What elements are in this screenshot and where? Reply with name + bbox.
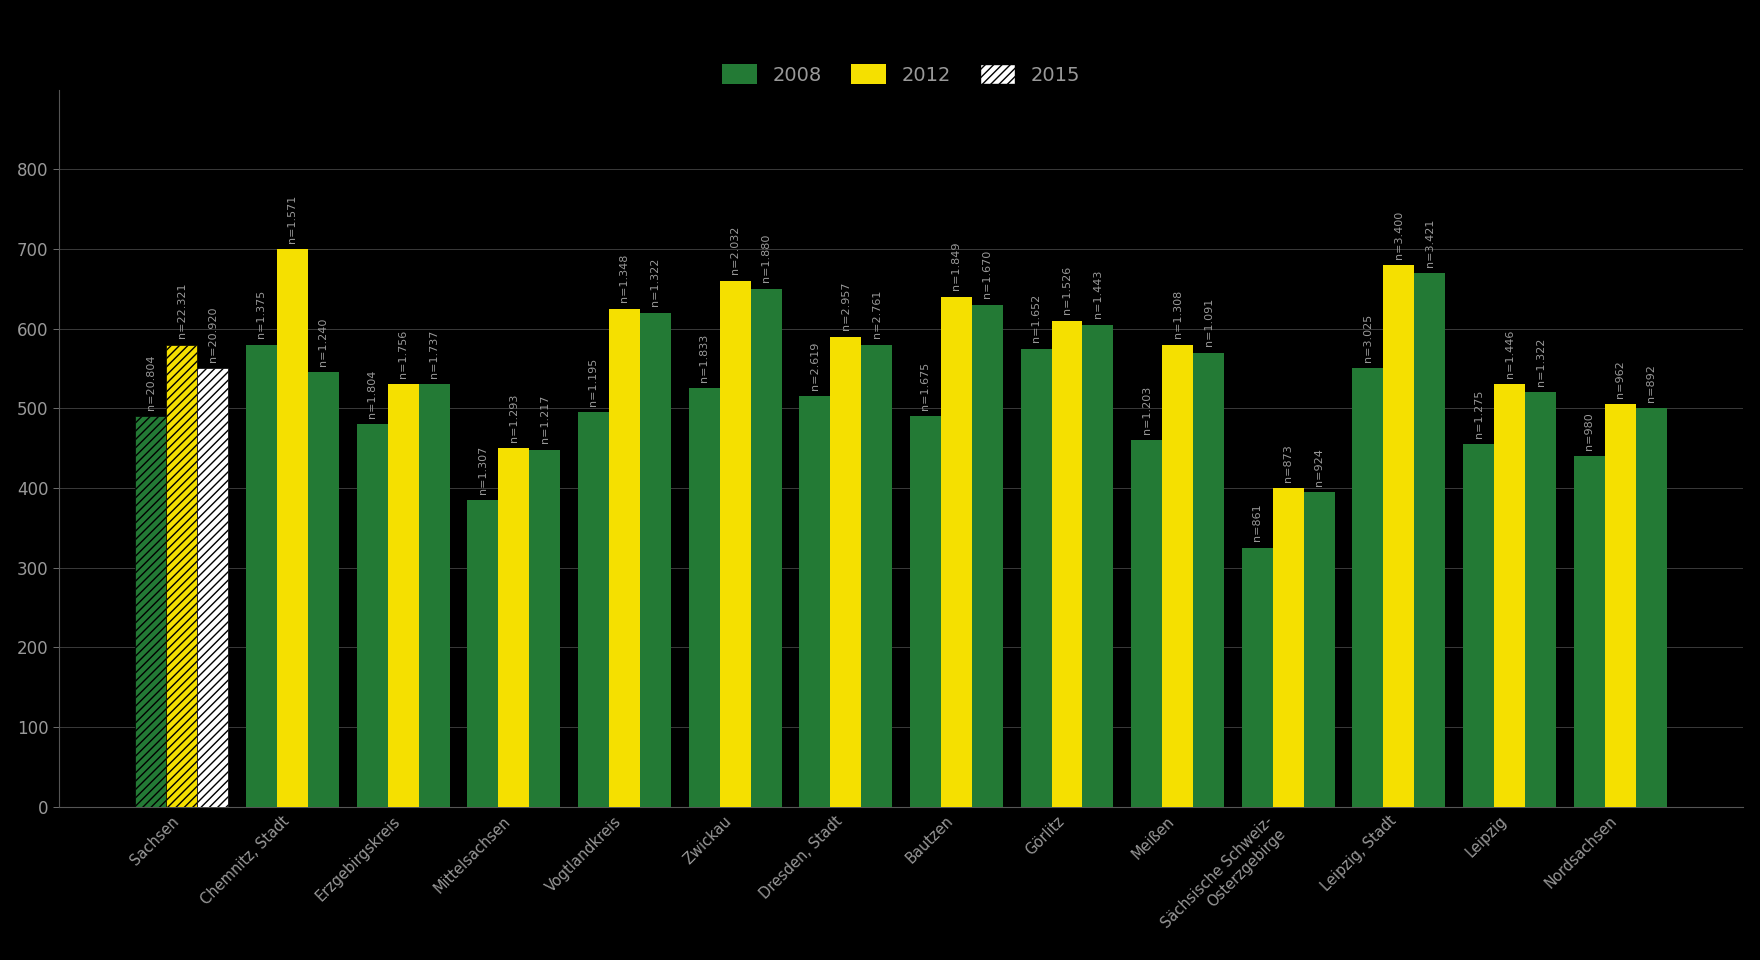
Bar (688, 389, 720, 806)
Bar (1162, 345, 1193, 806)
Text: n=1.308: n=1.308 (1172, 290, 1183, 338)
Bar (1352, 369, 1383, 806)
Text: n=1.091: n=1.091 (1204, 298, 1214, 347)
Text: n=1.293: n=1.293 (509, 394, 519, 442)
Text: n=892: n=892 (1646, 364, 1656, 402)
Text: n=3.025: n=3.025 (1362, 314, 1373, 362)
Bar (498, 448, 530, 806)
Text: n=1.833: n=1.833 (699, 334, 709, 382)
Text: n=3.400: n=3.400 (1394, 210, 1404, 258)
Text: n=1.446: n=1.446 (1505, 329, 1515, 378)
Text: n=2.619: n=2.619 (810, 342, 820, 390)
Text: n=20.920: n=20.920 (208, 306, 218, 362)
Bar (1463, 444, 1494, 806)
Text: n=1.203: n=1.203 (1142, 386, 1151, 434)
Text: n=1.443: n=1.443 (1093, 270, 1104, 319)
Bar (641, 313, 671, 806)
Text: n=1.849: n=1.849 (952, 242, 961, 291)
Text: n=2.761: n=2.761 (871, 290, 882, 338)
Text: n=1.375: n=1.375 (257, 290, 266, 338)
Text: n=1.571: n=1.571 (287, 194, 297, 243)
Text: n=1.322: n=1.322 (651, 258, 660, 306)
Text: n=1.240: n=1.240 (319, 318, 329, 366)
Text: n=1.737: n=1.737 (429, 329, 438, 378)
Text: n=924: n=924 (1315, 447, 1324, 486)
Bar (197, 369, 229, 806)
Bar (357, 424, 387, 806)
Bar (720, 281, 750, 806)
Bar (1605, 404, 1635, 806)
Bar (861, 345, 892, 806)
Bar (419, 384, 449, 806)
Bar (1243, 547, 1272, 806)
Text: n=20.804: n=20.804 (146, 354, 157, 410)
Legend: 2008, 2012, 2015: 2008, 2012, 2015 (715, 57, 1088, 92)
Bar (136, 417, 165, 806)
Bar (387, 384, 419, 806)
Bar (1272, 488, 1304, 806)
Bar (246, 345, 276, 806)
Bar (1635, 408, 1667, 806)
Bar (609, 309, 641, 806)
Bar (1494, 384, 1526, 806)
Text: n=1.275: n=1.275 (1473, 390, 1484, 438)
Bar (1021, 348, 1051, 806)
Text: n=1.804: n=1.804 (368, 370, 377, 418)
Text: n=1.195: n=1.195 (588, 358, 598, 406)
Text: n=1.348: n=1.348 (620, 254, 630, 302)
Text: n=22.321: n=22.321 (176, 282, 187, 338)
Text: n=2.032: n=2.032 (730, 227, 739, 275)
Text: n=980: n=980 (1584, 412, 1595, 449)
Text: n=873: n=873 (1283, 444, 1294, 482)
Text: n=1.675: n=1.675 (920, 362, 931, 410)
Text: n=1.217: n=1.217 (540, 395, 549, 444)
Bar (750, 289, 781, 806)
Bar (1082, 324, 1114, 806)
Bar (1573, 456, 1605, 806)
Text: n=1.322: n=1.322 (1536, 338, 1545, 386)
Bar (165, 345, 197, 806)
Bar (308, 372, 340, 806)
Bar (910, 417, 942, 806)
Text: n=3.421: n=3.421 (1426, 218, 1434, 267)
Bar (1193, 352, 1225, 806)
Bar (799, 396, 831, 806)
Bar (1526, 393, 1556, 806)
Text: n=1.756: n=1.756 (398, 330, 408, 378)
Text: n=1.880: n=1.880 (760, 234, 771, 282)
Bar (1415, 273, 1445, 806)
Bar (942, 297, 972, 806)
Text: n=861: n=861 (1253, 504, 1262, 541)
Bar (530, 449, 560, 806)
Bar (466, 500, 498, 806)
Text: n=2.957: n=2.957 (841, 281, 850, 330)
Bar (1132, 440, 1162, 806)
Text: n=1.526: n=1.526 (1061, 266, 1072, 314)
Bar (831, 337, 861, 806)
Bar (972, 304, 1003, 806)
Bar (1383, 265, 1415, 806)
Text: n=1.670: n=1.670 (982, 251, 993, 299)
Bar (577, 412, 609, 806)
Bar (276, 249, 308, 806)
Bar (1051, 321, 1082, 806)
Bar (1304, 492, 1334, 806)
Text: n=1.652: n=1.652 (1031, 294, 1040, 342)
Text: n=962: n=962 (1616, 360, 1624, 398)
Text: n=1.307: n=1.307 (477, 445, 488, 493)
